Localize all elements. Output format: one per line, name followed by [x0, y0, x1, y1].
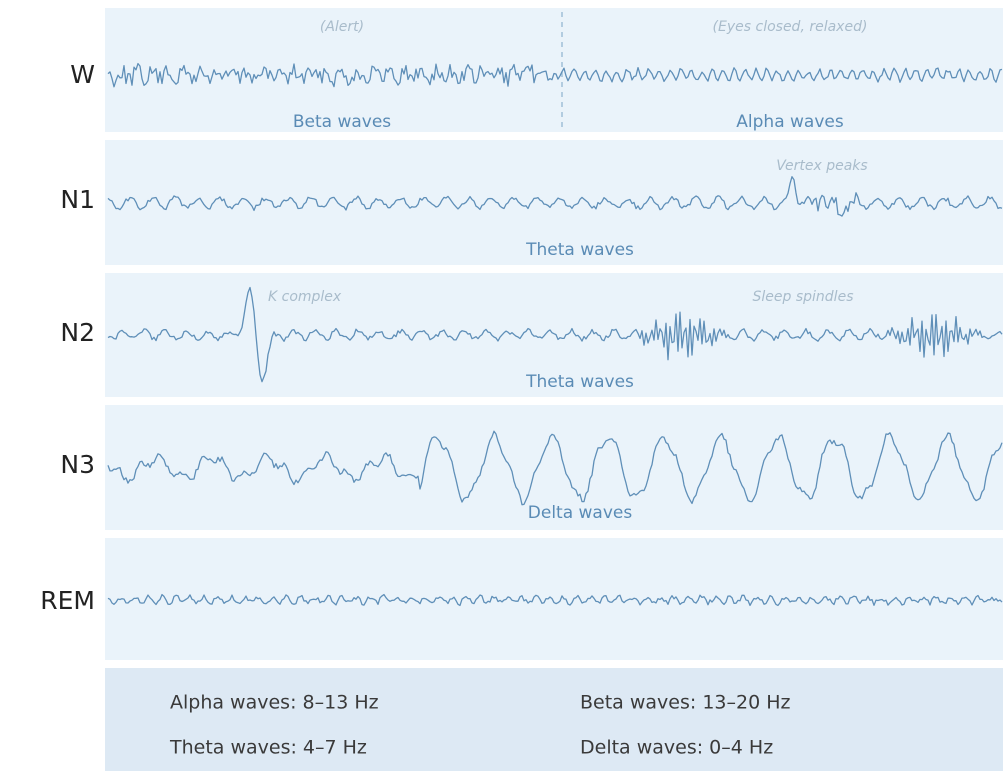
annotation: (Alert): [320, 19, 364, 35]
wave-name: Beta waves: [293, 112, 391, 132]
panel: [105, 538, 1003, 660]
annotation: (Eyes closed, relaxed): [713, 19, 868, 35]
stage-label: N1: [60, 185, 95, 214]
stage-label: N2: [60, 318, 95, 347]
wave-name: Theta waves: [525, 372, 634, 392]
stage-label: W: [70, 60, 95, 89]
legend-item: Alpha waves: 8–13 Hz: [170, 692, 379, 714]
panel: [105, 405, 1003, 530]
wave-name: Alpha waves: [736, 112, 844, 132]
eeg-trace: [107, 176, 1003, 217]
wave-name: Theta waves: [525, 240, 634, 260]
wave-name: Delta waves: [528, 503, 633, 523]
stage-label: REM: [40, 586, 95, 615]
legend-item: Delta waves: 0–4 Hz: [580, 737, 773, 759]
legend-item: Theta waves: 4–7 Hz: [169, 737, 367, 759]
annotation: K complex: [268, 289, 342, 305]
stage-label: N3: [60, 450, 95, 479]
legend-panel: [105, 668, 1003, 771]
panel: [105, 8, 1003, 132]
legend-item: Beta waves: 13–20 Hz: [580, 692, 790, 714]
eeg-trace: [107, 286, 1003, 383]
annotation: Sleep spindles: [753, 289, 854, 305]
eeg-trace: [107, 430, 1003, 506]
annotation: Vertex peaks: [776, 158, 867, 174]
eeg-trace: [107, 593, 1003, 607]
eeg-trace: [107, 62, 1003, 88]
